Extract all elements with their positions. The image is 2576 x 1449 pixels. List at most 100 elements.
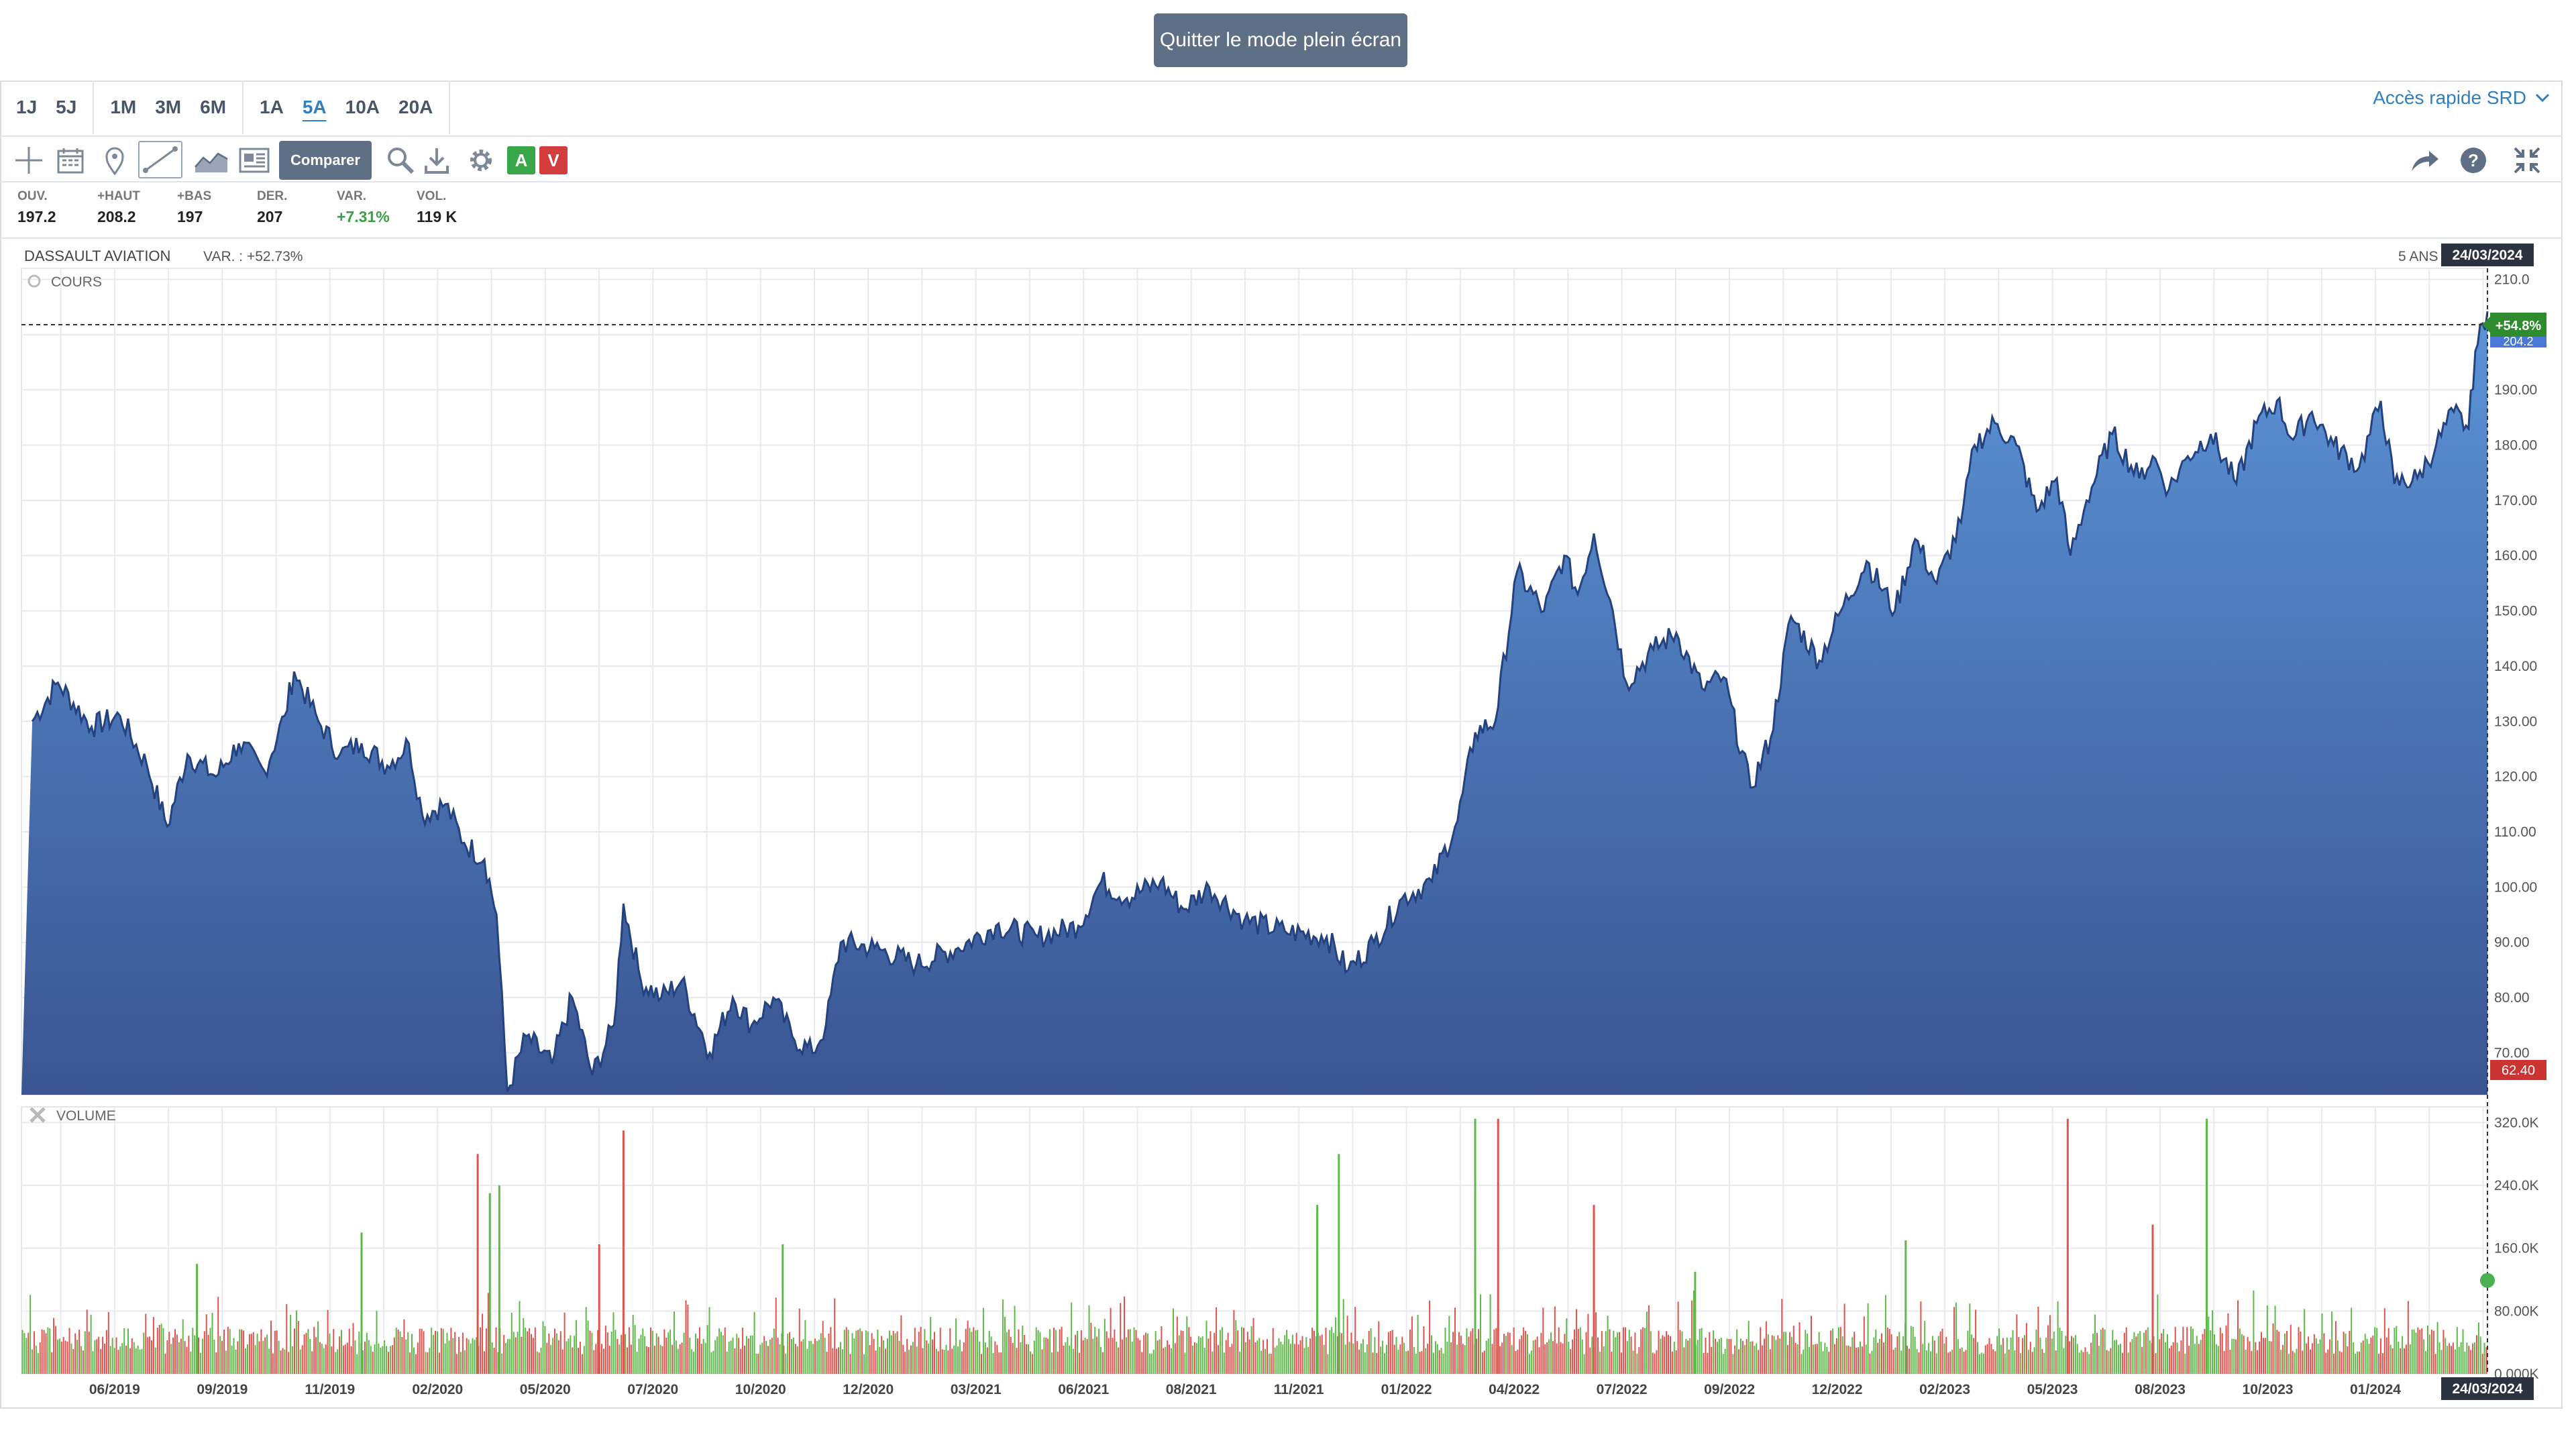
sell-button[interactable]: V xyxy=(539,146,568,174)
volume-tick-label: 80.00K xyxy=(2494,1303,2539,1319)
price-tick-label: 120.00 xyxy=(2494,769,2537,785)
price-tick-label: 90.00 xyxy=(2494,935,2530,951)
period-1j[interactable]: 1J xyxy=(16,97,38,117)
volume-tick-label: 160.0K xyxy=(2494,1241,2539,1256)
price-line xyxy=(31,311,2489,1092)
divider xyxy=(0,237,2563,239)
x-tick-label: 01/2022 xyxy=(1381,1382,1432,1397)
buy-button[interactable]: A xyxy=(507,146,535,174)
period-20a[interactable]: 20A xyxy=(398,97,433,117)
stat-label: OUV. xyxy=(17,189,48,203)
change-badge-text: +54.8% xyxy=(2496,319,2542,333)
x-tick-label: 09/2022 xyxy=(1704,1382,1755,1397)
area-chart-icon[interactable] xyxy=(193,144,229,177)
volume-tick-label: 240.0K xyxy=(2494,1178,2539,1193)
stat-label: +HAUT xyxy=(97,189,140,203)
volume-grid xyxy=(21,1106,2488,1375)
search-icon[interactable] xyxy=(384,144,417,177)
srd-quick-access[interactable]: Accès rapide SRD xyxy=(2373,87,2551,109)
stat-value: 197 xyxy=(177,208,203,225)
compare-button[interactable]: Comparer xyxy=(279,141,372,180)
instrument-name: DASSAULT AVIATION xyxy=(24,248,170,264)
price-tick-label: 210.0 xyxy=(2494,272,2530,287)
stat-value: +7.31% xyxy=(337,208,390,225)
x-tick-label: 02/2020 xyxy=(412,1382,463,1397)
price-tick-label: 170.00 xyxy=(2494,493,2537,508)
calendar-icon[interactable] xyxy=(54,144,87,177)
gear-icon[interactable] xyxy=(464,144,498,177)
period-6m[interactable]: 6M xyxy=(200,97,227,117)
x-tick-label: 02/2023 xyxy=(1919,1382,1970,1397)
help-icon[interactable]: ? xyxy=(2457,144,2490,177)
period-10a[interactable]: 10A xyxy=(345,97,380,117)
stat-low: +BAS 197 xyxy=(177,189,257,226)
x-tick-label: 11/2021 xyxy=(1274,1382,1324,1397)
gear-icon[interactable] xyxy=(28,274,41,288)
last-value-badge xyxy=(2490,335,2546,347)
chart-toolbar: Comparer A V ? xyxy=(0,136,2563,182)
date-badge-bottom xyxy=(2441,1377,2534,1400)
x-tick-label: 04/2022 xyxy=(1489,1382,1540,1397)
close-icon[interactable] xyxy=(30,1107,46,1123)
volume-marker xyxy=(2480,1273,2495,1288)
x-tick-label: 11/2019 xyxy=(305,1382,355,1397)
period-5a[interactable]: 5A xyxy=(302,97,327,117)
x-tick-label: 01/2024 xyxy=(2350,1382,2401,1397)
srd-label: Accès rapide SRD xyxy=(2373,87,2526,108)
stat-open: OUV. 197.2 xyxy=(17,189,97,226)
period-1m[interactable]: 1M xyxy=(110,97,137,117)
period-1a[interactable]: 1A xyxy=(260,97,284,117)
period-group-months: 1M 3M 6M xyxy=(94,80,244,134)
price-tick-label: 190.00 xyxy=(2494,382,2537,398)
price-tick-label: 150.00 xyxy=(2494,604,2537,619)
exit-fullscreen-button[interactable]: Quitter le mode plein écran xyxy=(1154,13,1407,67)
crosshair-icon[interactable] xyxy=(12,144,46,177)
x-tick-label: 07/2020 xyxy=(627,1382,678,1397)
stat-label: +BAS xyxy=(177,189,212,203)
price-tick-label: 140.00 xyxy=(2494,659,2537,674)
stat-value: 119 K xyxy=(417,208,458,225)
volume-bars xyxy=(21,1118,2487,1374)
date-badge-top xyxy=(2441,244,2534,266)
x-tick-label: 08/2021 xyxy=(1166,1382,1217,1397)
price-panel-label: COURS xyxy=(51,274,102,290)
x-tick-label: 09/2019 xyxy=(197,1382,248,1397)
price-tick-label: 130.00 xyxy=(2494,714,2537,729)
fullscreen-exit-icon[interactable] xyxy=(2510,144,2544,177)
axis-labels: 70.00 80.00 90.00 100.00 110.00 120.00 130.00 1… xyxy=(89,272,2539,1397)
download-icon[interactable] xyxy=(420,144,453,177)
variation-label: VAR. : +52.73% xyxy=(203,249,303,264)
stat-value: 197.2 xyxy=(17,208,56,225)
x-tick-label: 10/2023 xyxy=(2243,1382,2294,1397)
chart-frame xyxy=(0,80,2563,1409)
period-selector: 1J 5J 1M 3M 6M 1A 5A 10A 20A xyxy=(0,80,451,134)
chevron-down-icon xyxy=(2535,93,2550,103)
period-3m[interactable]: 3M xyxy=(155,97,182,117)
price-tick-label: 80.00 xyxy=(2494,990,2530,1006)
share-icon[interactable] xyxy=(2408,144,2442,177)
date-badge-bottom-text: 24/03/2024 xyxy=(2452,1381,2522,1397)
period-group-years: 1A 5A 10A 20A xyxy=(244,80,451,134)
x-tick-label: 05/2020 xyxy=(520,1382,571,1397)
quote-stats: OUV. 197.2 +HAUT 208.2 +BAS 197 DER. 207… xyxy=(17,189,496,226)
volume-tick-label: 320.0K xyxy=(2494,1115,2539,1130)
x-tick-label: 05/2023 xyxy=(2027,1382,2078,1397)
stat-last: DER. 207 xyxy=(257,189,337,226)
price-area xyxy=(21,311,2487,1095)
min-badge xyxy=(2490,1060,2546,1080)
news-icon[interactable] xyxy=(237,144,271,177)
stat-high: +HAUT 208.2 xyxy=(97,189,177,226)
stat-label: DER. xyxy=(257,189,288,203)
x-tick-label: 06/2021 xyxy=(1058,1382,1109,1397)
min-badge-text: 62.40 xyxy=(2502,1063,2535,1078)
trendline-icon[interactable] xyxy=(138,141,182,178)
stat-value: 208.2 xyxy=(97,208,136,225)
x-tick-label: 12/2020 xyxy=(843,1382,894,1397)
badge-arrow xyxy=(2482,317,2490,333)
x-tick-label: 06/2019 xyxy=(89,1382,140,1397)
pin-icon[interactable] xyxy=(98,144,131,177)
volume-panel-label: VOLUME xyxy=(56,1108,116,1124)
period-5j[interactable]: 5J xyxy=(56,97,77,117)
stat-label: VOL. xyxy=(417,189,447,203)
